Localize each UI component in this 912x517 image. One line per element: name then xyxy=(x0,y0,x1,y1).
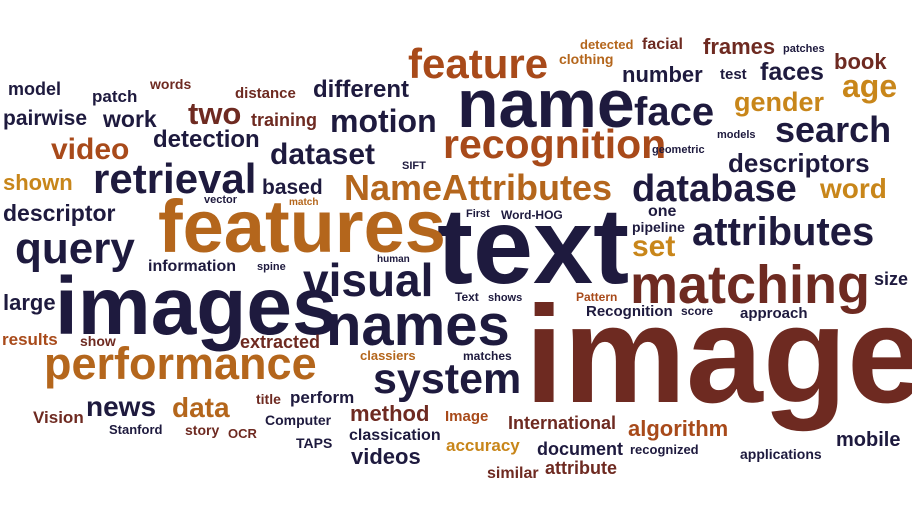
word-classication: classication xyxy=(349,427,441,444)
word-facial: facial xyxy=(642,36,683,53)
word-taps: TAPS xyxy=(296,435,333,451)
word-book: book xyxy=(834,49,887,74)
word-method: method xyxy=(350,401,430,426)
word-retrieval: retrieval xyxy=(93,155,257,202)
word-detection: detection xyxy=(153,126,260,153)
word-models: models xyxy=(717,129,756,141)
word-motion: motion xyxy=(330,103,437,139)
word-algorithm: algorithm xyxy=(628,416,729,441)
word-extracted: extracted xyxy=(240,332,321,352)
word-recognition-small: Recognition xyxy=(586,303,673,320)
word-word-hog: Word-HOG xyxy=(501,208,563,222)
word-different: different xyxy=(313,76,409,103)
word-words: words xyxy=(150,76,192,92)
word-training: training xyxy=(251,110,317,130)
word-mobile: mobile xyxy=(836,429,901,451)
word-news: news xyxy=(86,391,157,422)
word-perform: perform xyxy=(290,388,355,407)
word-attribute: attribute xyxy=(545,458,617,478)
word-one: one xyxy=(648,203,677,220)
word-image: image xyxy=(525,278,912,432)
word-matching: matching xyxy=(630,255,871,315)
word-first: First xyxy=(466,208,490,220)
word-face: face xyxy=(634,90,715,134)
word-videos: videos xyxy=(351,444,421,469)
word-recognition: recognition xyxy=(443,121,667,167)
word-query: query xyxy=(15,224,135,273)
word-word: word xyxy=(820,173,887,204)
word-vision: Vision xyxy=(33,408,84,427)
word-gender: gender xyxy=(734,87,825,117)
word-pattern: Pattern xyxy=(576,290,618,304)
word-applications: applications xyxy=(740,446,822,462)
word-pairwise: pairwise xyxy=(3,107,88,130)
word-recognized: recognized xyxy=(630,442,699,457)
word-set: set xyxy=(632,230,676,263)
word-classiers: classiers xyxy=(360,348,416,363)
word-ocr: OCR xyxy=(228,426,257,441)
word-large: large xyxy=(3,290,56,315)
word-database: database xyxy=(632,168,797,210)
word-two: two xyxy=(188,96,242,131)
word-shown: shown xyxy=(3,170,73,195)
word-story: story xyxy=(185,422,220,438)
word-image-small: Image xyxy=(445,408,489,425)
word-patches: patches xyxy=(783,43,825,55)
word-matches: matches xyxy=(463,349,512,363)
word-document: document xyxy=(537,439,624,459)
word-results: results xyxy=(2,330,58,349)
word-descriptor: descriptor xyxy=(3,200,116,226)
word-computer: Computer xyxy=(265,412,332,428)
word-names: names xyxy=(326,293,510,358)
word-information: information xyxy=(148,258,236,275)
word-sift: SIFT xyxy=(402,160,426,172)
word-search: search xyxy=(775,109,892,150)
word-similar: similar xyxy=(487,465,539,482)
word-approach: approach xyxy=(740,305,808,322)
word-spine: spine xyxy=(257,261,286,273)
word-number: number xyxy=(622,62,703,87)
word-test: test xyxy=(720,66,747,83)
word-text: text xyxy=(437,185,630,306)
word-human: human xyxy=(377,254,410,265)
word-clothing: clothing xyxy=(559,51,614,67)
word-pipeline: pipeline xyxy=(632,219,685,235)
word-shows: shows xyxy=(488,292,523,304)
word-distance: distance xyxy=(235,85,296,102)
word-name: name xyxy=(457,66,635,142)
word-attributes: attributes xyxy=(692,210,875,254)
word-features: features xyxy=(158,185,446,268)
word-stanford: Stanford xyxy=(109,422,163,437)
word-score: score xyxy=(681,304,714,318)
word-frames: frames xyxy=(703,34,776,59)
word-vector: vector xyxy=(204,194,238,206)
word-accuracy: accuracy xyxy=(446,436,520,455)
word-geometric: geometric xyxy=(652,144,705,156)
word-international: International xyxy=(508,413,617,433)
word-detected: detected xyxy=(580,37,634,52)
word-faces: faces xyxy=(760,58,824,86)
word-text-small: Text xyxy=(455,290,479,304)
word-model: model xyxy=(8,79,62,99)
word-match: match xyxy=(289,197,319,208)
word-feature: feature xyxy=(408,40,549,87)
word-data: data xyxy=(172,392,230,423)
word-show: show xyxy=(80,333,116,349)
word-title: title xyxy=(256,391,281,407)
word-performance: performance xyxy=(44,338,317,389)
word-visual: visual xyxy=(303,254,434,306)
word-size: size xyxy=(874,269,909,289)
word-age: age xyxy=(842,68,898,104)
word-nameattributes: NameAttributes xyxy=(344,167,613,208)
word-patch: patch xyxy=(92,87,138,106)
word-video: video xyxy=(51,133,130,166)
word-system: system xyxy=(373,355,522,403)
word-based: based xyxy=(262,176,323,199)
word-descriptors: descriptors xyxy=(728,148,870,178)
word-work: work xyxy=(103,106,157,132)
word-images: images xyxy=(55,261,338,352)
word-dataset: dataset xyxy=(270,138,376,171)
